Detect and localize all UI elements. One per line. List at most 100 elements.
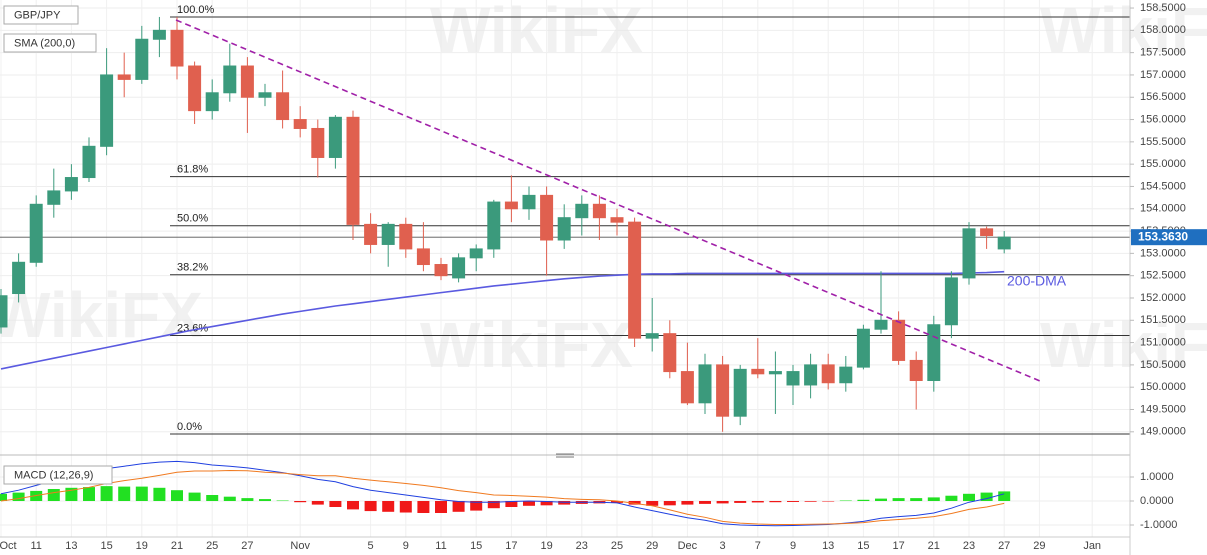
y-tick-label: 155.5000	[1140, 136, 1186, 148]
y-tick-label: 156.5000	[1140, 91, 1186, 103]
histogram-bar	[663, 501, 676, 506]
candle-body	[944, 277, 958, 326]
candle-body	[839, 366, 853, 384]
macd-line	[0, 470, 1005, 526]
y-tick-label: 158.5000	[1140, 2, 1186, 14]
fib-label: 100.0%	[177, 4, 215, 16]
x-tick-label: 15	[470, 540, 482, 552]
watermark: WikiFX	[1040, 309, 1207, 381]
x-tick-label: 11	[435, 540, 446, 552]
price-panel: 100.0%61.8%50.0%38.2%23.6%0.0%200-DMA	[0, 4, 1130, 435]
histogram-bar	[47, 489, 60, 501]
candle-body	[117, 74, 131, 80]
y-tick-label: 150.5000	[1140, 359, 1186, 371]
histogram-bar	[223, 496, 236, 501]
trend-line	[175, 19, 1041, 382]
x-tick-label: 13	[822, 540, 834, 552]
x-tick-label: 25	[206, 540, 218, 552]
histogram-bar	[470, 501, 483, 511]
histogram-bar	[311, 501, 324, 505]
histogram-bar	[118, 486, 131, 501]
x-tick-label: 17	[505, 540, 517, 552]
y-tick-label: 157.5000	[1140, 47, 1186, 59]
candle-body	[12, 261, 26, 295]
candle-body	[645, 333, 659, 339]
histogram-bar	[188, 492, 201, 501]
x-tick-label: Dec	[678, 540, 698, 552]
candle-body	[47, 190, 61, 205]
candle-body	[962, 228, 976, 279]
y-tick-label: 154.0000	[1140, 203, 1186, 215]
x-tick-label: 19	[136, 540, 148, 552]
y-tick-label: 153.0000	[1140, 247, 1186, 259]
x-tick-label: 23	[576, 540, 588, 552]
histogram-bar	[417, 501, 430, 513]
candle-body	[399, 223, 413, 250]
histogram-bar	[910, 498, 923, 501]
histogram-bar	[751, 501, 764, 503]
histogram-bar	[646, 501, 659, 506]
candle-body	[135, 38, 149, 80]
histogram-bar	[0, 493, 7, 501]
x-tick-label: 29	[646, 540, 658, 552]
candle-body	[223, 65, 237, 94]
candle-body	[416, 248, 430, 266]
candle-body	[927, 324, 941, 382]
x-tick-label: Nov	[290, 540, 310, 552]
histogram-bar	[963, 493, 975, 501]
histogram-bar	[505, 501, 518, 507]
histogram-bar	[558, 501, 571, 505]
candle-body	[680, 371, 694, 404]
x-tick-label: 15	[100, 540, 112, 552]
y-tick-label: 149.0000	[1140, 426, 1186, 438]
candle-body	[768, 371, 782, 375]
histogram-bar	[998, 491, 1011, 501]
histogram-bar	[259, 499, 271, 501]
histogram-bar	[171, 490, 183, 501]
candle-body	[328, 116, 342, 158]
sma-box	[3, 33, 97, 53]
x-tick-label: 9	[790, 540, 796, 552]
y-tick-label: 155.0000	[1140, 158, 1186, 170]
macd-box	[3, 465, 113, 485]
y-tick-label: 158.0000	[1140, 24, 1186, 36]
macd-panel	[0, 460, 1011, 527]
watermark: WikiFX	[0, 279, 203, 351]
histogram-bar	[329, 501, 342, 507]
sma-line	[0, 270, 1005, 370]
histogram-bar	[611, 501, 623, 503]
candle-body	[698, 364, 712, 404]
candle-body	[610, 217, 624, 223]
y-tick-label: 151.5000	[1140, 314, 1186, 326]
candle-body	[980, 228, 994, 237]
candle-body	[205, 92, 219, 112]
histogram-bar	[487, 501, 500, 509]
histogram-bar	[452, 501, 465, 512]
x-tick-label: 9	[403, 540, 409, 552]
y-tick-label: 154.5000	[1140, 180, 1186, 192]
candle-body	[856, 328, 870, 368]
candle-body	[188, 65, 202, 112]
histogram-bar	[399, 501, 412, 513]
fib-label: 50.0%	[177, 213, 208, 225]
histogram-bar	[364, 501, 377, 512]
candle-body	[751, 368, 765, 375]
histogram-bar	[857, 499, 870, 501]
y-tick-label: 151.0000	[1140, 336, 1186, 348]
histogram-bar	[135, 486, 148, 501]
histogram-bar	[769, 501, 782, 503]
y-tick-label: 149.5000	[1140, 403, 1186, 415]
candle-body	[311, 127, 325, 158]
candle-body	[434, 264, 448, 277]
x-tick-label: 7	[755, 540, 761, 552]
fib-label: 61.8%	[177, 164, 208, 176]
candle-body	[592, 203, 606, 219]
histogram-bar	[875, 498, 887, 501]
candle-body	[152, 29, 166, 40]
histogram-bar	[699, 501, 711, 504]
candle-body	[663, 333, 677, 373]
watermark: WikiFX	[430, 0, 643, 66]
y-tick-label: 150.0000	[1140, 381, 1186, 393]
